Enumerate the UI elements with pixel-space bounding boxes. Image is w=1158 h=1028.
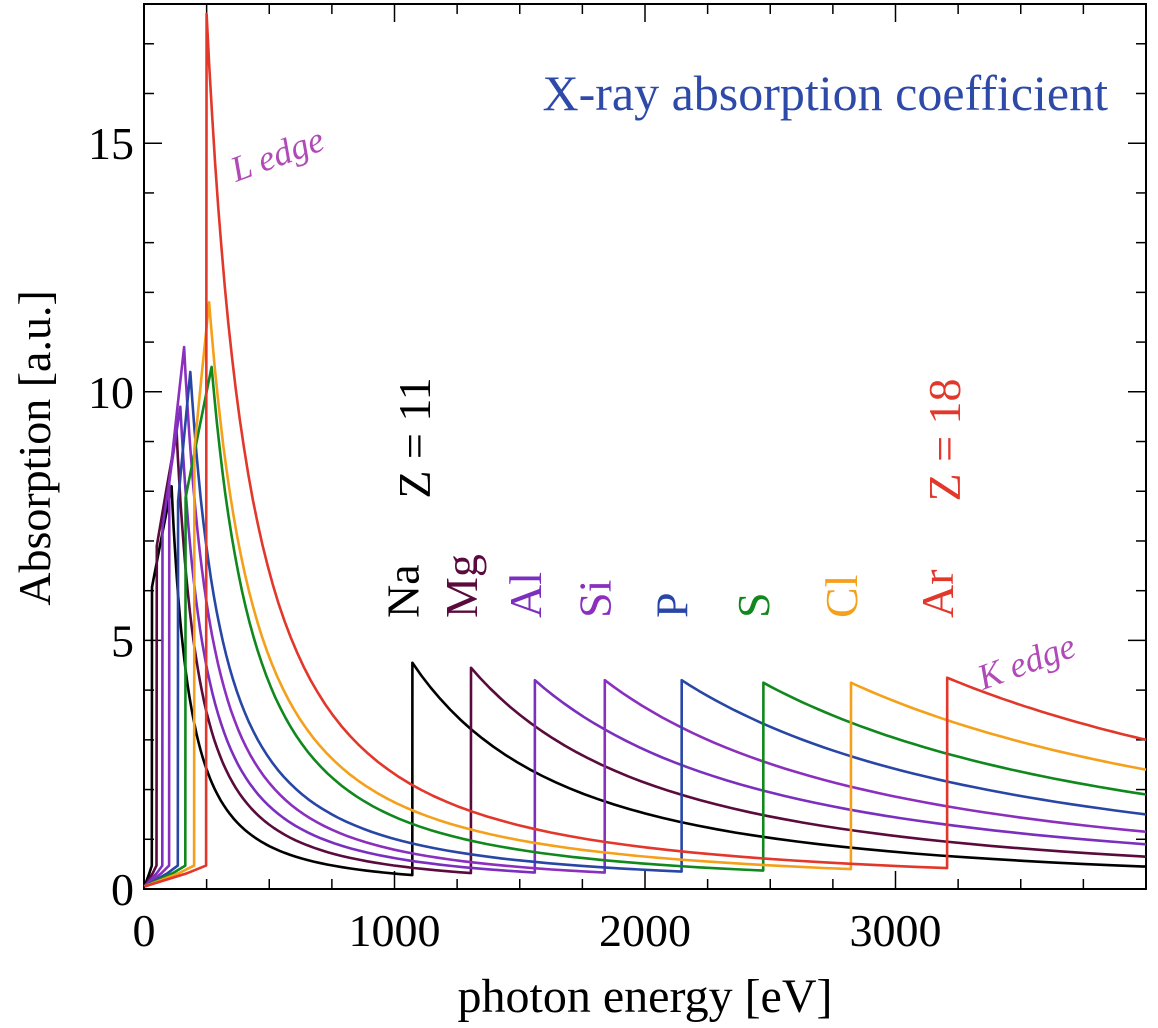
element-label-s: S — [728, 592, 779, 618]
y-tick-label: 15 — [88, 118, 134, 169]
x-axis-label: photon energy [eV] — [458, 970, 833, 1023]
y-tick-label: 5 — [111, 615, 134, 666]
element-label-cl: Cl — [816, 575, 867, 618]
series-line-na — [143, 485, 1147, 887]
series-line-s — [143, 365, 1147, 888]
series-line-si — [143, 345, 1147, 888]
y-tick-labels: 0 5 10 15 — [88, 118, 134, 915]
axis-ticks — [144, 4, 1146, 889]
series-line-ar — [144, 12, 1147, 888]
element-label-p: P — [647, 592, 698, 618]
z-high-annotation: Z = 18 — [919, 378, 970, 501]
element-label-ar: Ar — [912, 569, 963, 618]
element-label-al: Al — [500, 572, 551, 618]
series-line-p — [143, 370, 1147, 888]
y-tick-label: 10 — [88, 367, 134, 418]
element-label-na: Na — [377, 564, 428, 618]
chart-title: X-ray absorption coefficient — [542, 65, 1108, 121]
x-tick-labels: 0 1000 2000 3000 — [133, 905, 942, 956]
series-line-cl — [144, 301, 1147, 888]
series-line-al — [143, 405, 1147, 888]
element-label-si: Si — [570, 580, 621, 618]
y-tick-label: 0 — [111, 864, 134, 915]
x-tick-label: 3000 — [850, 905, 942, 956]
element-labels: Na Mg Al Si P S Cl Ar — [377, 554, 963, 618]
element-label-mg: Mg — [436, 554, 487, 618]
x-tick-label: 1000 — [349, 905, 441, 956]
y-axis-label: Absorption [a.u.] — [9, 290, 60, 606]
x-tick-label: 2000 — [599, 905, 691, 956]
series-lines — [143, 12, 1147, 888]
series-line-mg — [143, 430, 1147, 888]
x-tick-label: 0 — [133, 905, 156, 956]
l-edge-annotation: L edge — [224, 119, 329, 190]
k-edge-annotation: K edge — [971, 625, 1081, 697]
z-low-annotation: Z = 11 — [389, 377, 440, 498]
